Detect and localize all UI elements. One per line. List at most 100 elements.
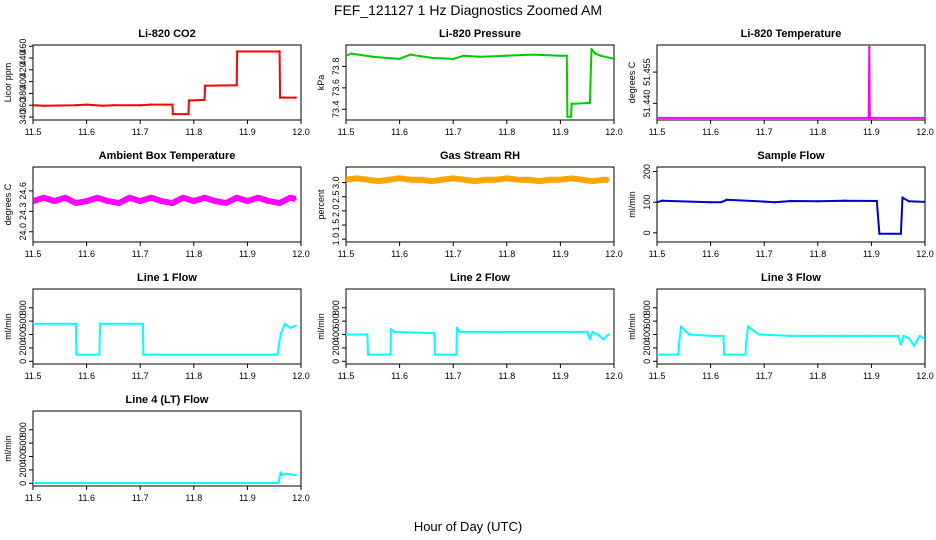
data-point — [559, 330, 562, 334]
data-point — [389, 328, 393, 331]
data-point — [281, 473, 284, 476]
panel-title: Line 4 (LT) Flow — [126, 394, 209, 406]
panel-title: Sample Flow — [757, 150, 825, 162]
data-point — [192, 199, 195, 203]
panel-title: Line 3 Flow — [761, 272, 821, 284]
y-tick-label: 0 — [642, 359, 652, 364]
data-line — [33, 471, 296, 484]
data-line — [346, 175, 609, 185]
y-tick-label: 400 — [18, 74, 28, 89]
data-point — [478, 55, 482, 58]
data-point — [527, 178, 530, 181]
x-tick-label: 11.6 — [78, 493, 95, 503]
y-tick-label: 600 — [642, 314, 652, 329]
x-tick-label: 11.8 — [185, 249, 202, 259]
y-axis-label: ml/min — [3, 435, 13, 462]
data-point — [789, 334, 793, 338]
data-line — [33, 322, 296, 356]
y-axis-label: Licor ppm — [3, 63, 13, 103]
data-point — [763, 200, 766, 203]
x-tick-label: 11.8 — [498, 371, 515, 381]
data-point — [276, 353, 279, 356]
y-tick-label: 400 — [18, 327, 28, 342]
y-axis-label: ml/min — [627, 191, 637, 218]
data-point — [279, 333, 282, 336]
data-point — [203, 196, 206, 199]
data-point — [899, 232, 903, 235]
data-point — [42, 104, 45, 108]
y-axis-label: degrees C — [627, 61, 637, 103]
x-tick-label: 11.8 — [185, 493, 202, 503]
y-tick-label: 600 — [331, 314, 341, 329]
data-point — [106, 199, 110, 203]
data-point — [565, 54, 568, 57]
data-point — [141, 322, 145, 325]
data-point — [278, 50, 281, 53]
x-tick-label: 12.0 — [292, 249, 310, 259]
panel-title: Ambient Box Temperature — [99, 150, 236, 162]
data-point — [419, 178, 423, 181]
data-point — [53, 199, 56, 203]
data-point — [657, 201, 659, 204]
data-point — [897, 334, 900, 338]
x-tick-label: 11.9 — [863, 249, 880, 259]
data-point — [505, 177, 508, 180]
x-tick-label: 11.6 — [702, 249, 719, 259]
data-point — [112, 104, 115, 107]
data-point — [74, 322, 78, 325]
data-point — [33, 481, 35, 485]
data-point — [901, 196, 904, 199]
data-point — [171, 112, 175, 116]
data-point — [203, 98, 206, 102]
data-point — [602, 178, 605, 181]
data-point — [279, 471, 282, 474]
data-point — [277, 481, 280, 485]
data-point — [918, 334, 921, 338]
y-tick-label: 24.6 — [18, 182, 28, 200]
x-tick-label: 11.7 — [132, 493, 149, 503]
y-axis-label: ml/min — [316, 313, 326, 340]
x-tick-label: 11.7 — [756, 371, 773, 381]
y-tick-label: 1.5 — [331, 219, 341, 232]
chart-panel: Line 3 Flow 11.5 11.6 11.7 11.8 11.9 12.0 0 2004… — [627, 272, 934, 381]
x-tick-label: 11.5 — [649, 249, 666, 259]
data-point — [744, 343, 748, 346]
data-point — [494, 178, 498, 181]
plot-frame — [32, 166, 302, 243]
y-tick-label: 73.4 — [331, 101, 341, 119]
data-point — [409, 53, 412, 56]
data-point — [816, 200, 819, 203]
x-tick-label: 11.9 — [239, 127, 256, 137]
data-point — [389, 353, 392, 356]
x-tick-label: 11.7 — [756, 249, 773, 259]
data-point — [657, 116, 659, 120]
y-tick-label: 200 — [18, 462, 28, 477]
data-point — [409, 178, 412, 181]
y-tick-label: 3.0 — [331, 176, 341, 189]
y-tick-label: 0 — [331, 359, 341, 364]
data-point — [452, 177, 455, 180]
data-point — [117, 201, 121, 205]
x-tick-label: 11.9 — [552, 249, 569, 259]
y-tick-label: 440 — [18, 50, 28, 65]
x-tick-label: 11.5 — [649, 371, 666, 381]
x-tick-label: 12.0 — [916, 371, 934, 381]
data-point — [139, 104, 142, 107]
y-tick-label: 51.440 — [642, 90, 652, 118]
y-tick-label: 1.0 — [331, 233, 341, 246]
y-tick-label: 200 — [642, 340, 652, 355]
plot-frame — [32, 288, 302, 365]
x-tick-label: 11.7 — [132, 371, 149, 381]
x-tick-label: 11.8 — [185, 371, 202, 381]
data-point — [869, 116, 872, 120]
data-point — [923, 116, 925, 120]
data-point — [283, 96, 287, 99]
y-tick-label: 200 — [331, 340, 341, 355]
y-tick-label: 400 — [18, 449, 28, 464]
y-tick-label: 2.5 — [331, 190, 341, 203]
data-point — [33, 104, 35, 107]
data-point — [722, 353, 726, 356]
x-tick-label: 12.0 — [605, 249, 623, 259]
chart-panel: Li-820 Temperature 11.5 11.6 11.7 11.8 11.9 12… — [627, 28, 934, 137]
